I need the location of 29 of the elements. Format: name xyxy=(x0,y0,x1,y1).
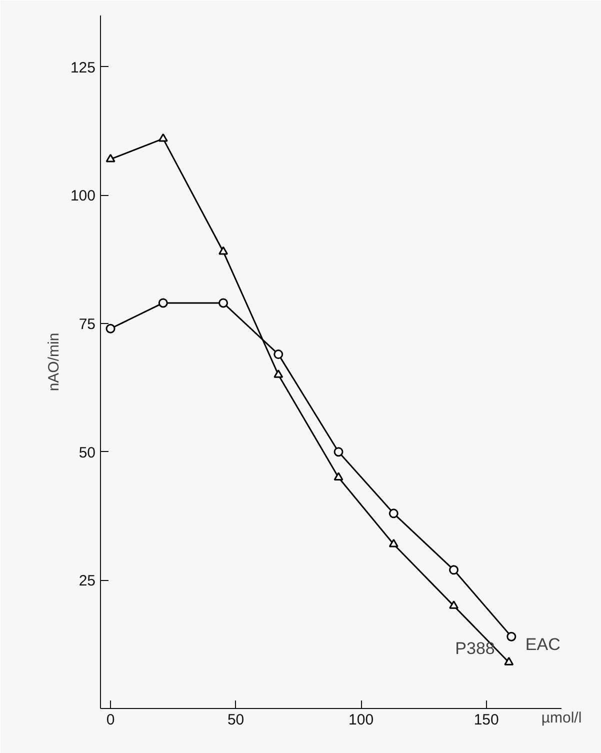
point xyxy=(504,656,514,666)
y-tick-label: 50 xyxy=(78,444,96,462)
point xyxy=(334,447,344,457)
point xyxy=(274,350,284,360)
point xyxy=(274,369,284,378)
y-tick-label: 25 xyxy=(78,572,96,590)
y-tick-label: 75 xyxy=(78,316,96,333)
x-tick-label: 150 xyxy=(474,712,499,728)
y-tick-label: 100 xyxy=(70,188,96,205)
x-tick-label: 50 xyxy=(227,712,244,728)
point xyxy=(334,472,344,481)
point xyxy=(106,154,116,162)
point xyxy=(218,298,228,308)
x-axis-title: µmol/l xyxy=(541,710,582,726)
point xyxy=(449,600,459,609)
x-tick-label: 100 xyxy=(348,712,374,728)
point xyxy=(388,538,398,548)
y-tick-label: 125 xyxy=(70,59,96,76)
y-axis-title: nAO/min xyxy=(45,332,62,392)
point xyxy=(218,246,228,255)
point xyxy=(106,324,116,334)
point xyxy=(158,133,168,142)
point xyxy=(449,565,459,575)
point xyxy=(158,298,168,308)
x-tick-label: 0 xyxy=(106,712,115,728)
point xyxy=(388,508,398,518)
series-label: EAC xyxy=(525,635,560,654)
series-label: P388 xyxy=(455,638,495,658)
point xyxy=(506,632,516,642)
